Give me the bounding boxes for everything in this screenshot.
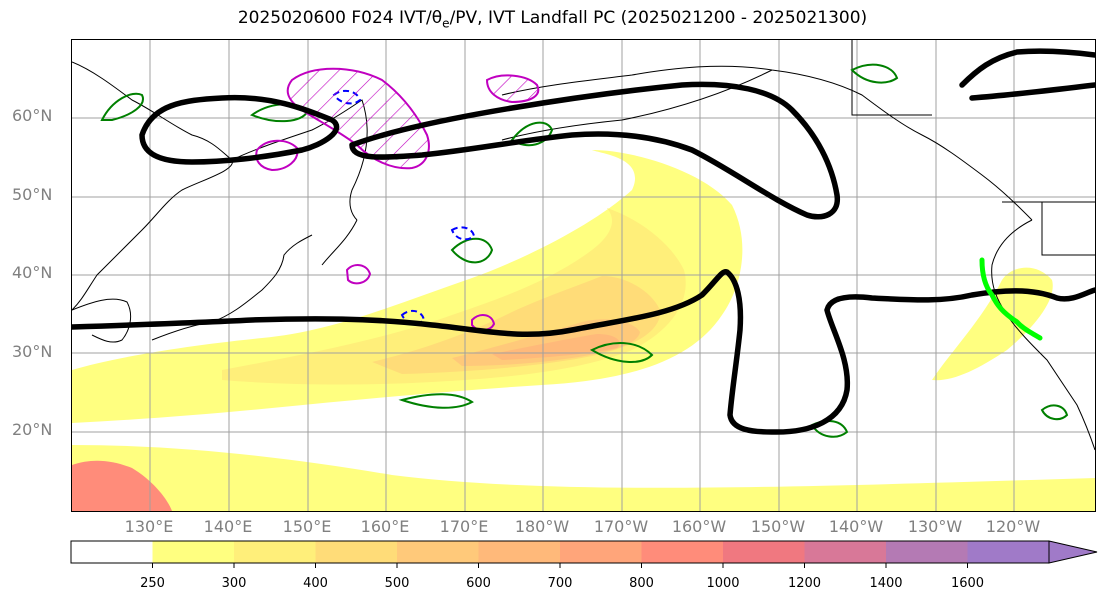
colorbar-segment <box>397 541 479 563</box>
graticule <box>72 40 1095 511</box>
anomaly-region <box>485 74 540 104</box>
colorbar-tick-marks <box>152 563 968 568</box>
colorbar-tick-label: 1000 <box>706 576 740 591</box>
title-suffix: /PV, IVT Landfall PC (2025021200 - 20250… <box>449 8 868 28</box>
colorbar-segment <box>804 541 887 563</box>
colorbar-segment <box>641 541 724 563</box>
lon-label-160e: 160°E <box>360 517 410 536</box>
aleutians <box>501 69 773 141</box>
anomaly-contours <box>255 67 540 332</box>
title-theta: θ <box>431 8 443 28</box>
colorbar-segment <box>71 541 153 563</box>
pv-contour-northeast <box>959 48 1095 88</box>
theta-e-contour <box>510 121 554 147</box>
colorbar-tick-label: 1600 <box>950 576 985 591</box>
ivt-700 <box>72 460 172 511</box>
colorbar-segment <box>152 541 235 563</box>
colorbar-segment <box>723 541 805 563</box>
colorbar-segment <box>315 541 398 563</box>
na-west-coast <box>991 219 1095 451</box>
lon-label-150w: 150°W <box>750 517 806 536</box>
ivt-250-east <box>932 267 1053 381</box>
lon-label-160w: 160°W <box>671 517 727 536</box>
lon-label-130w: 130°W <box>907 517 963 536</box>
lat-label-30n: 30°N <box>12 342 53 361</box>
lon-label-180w: 180°W <box>514 517 570 536</box>
lat-label-50n: 50°N <box>12 185 53 204</box>
lon-label-130e: 130°E <box>124 517 174 536</box>
lon-label-170w: 170°W <box>593 517 649 536</box>
colorbar-segment <box>478 541 561 563</box>
lon-label-140w: 140°W <box>828 517 884 536</box>
title-theta-subscript: e <box>442 16 450 31</box>
kurile-islands <box>321 219 358 266</box>
colorbar-tick-label: 400 <box>303 576 328 591</box>
theta-e-contour <box>450 237 494 264</box>
landfall-segment-group <box>979 257 1043 341</box>
na-border-3 <box>1041 202 1095 256</box>
korea-coast <box>72 298 132 343</box>
theta-e-contour <box>850 63 899 84</box>
landfall-segment <box>979 257 1043 341</box>
colorbar-tick-label: 600 <box>466 576 491 591</box>
pv-contour-main <box>72 269 1095 435</box>
theta-e-contour <box>100 92 144 121</box>
colorbar-tick-label: 1200 <box>787 576 822 591</box>
lat-label-20n: 20°N <box>12 420 53 439</box>
ivt-colorbar <box>70 540 1098 568</box>
colorbar-tick-label: 300 <box>221 576 247 591</box>
asia-coast <box>72 61 233 311</box>
ivt-250-south <box>72 445 1095 511</box>
theta-e-negative-contour <box>450 226 476 241</box>
theta-e-contour <box>398 393 474 409</box>
colorbar-segments <box>70 540 1098 564</box>
colorbar-segment <box>560 541 642 563</box>
theta-e-contour <box>589 342 654 363</box>
colorbar-tick-label: 800 <box>629 576 654 591</box>
colorbar-tick-label: 250 <box>140 576 165 591</box>
japan-coast <box>151 234 313 341</box>
pv-contour-north-loop <box>139 94 340 165</box>
colorbar-tick-label: 700 <box>547 576 573 591</box>
anomaly-region <box>345 264 372 285</box>
lon-label-120w: 120°W <box>985 517 1041 536</box>
coastlines <box>72 40 1095 451</box>
pv-contour-northeast-lower <box>969 82 1095 101</box>
pv-contours <box>72 48 1095 435</box>
map-panel <box>71 39 1096 512</box>
na-border-1 <box>851 40 932 116</box>
lon-label-170e: 170°E <box>439 517 489 536</box>
colorbar-segment <box>967 541 1050 563</box>
pv-contour-arctic-loop <box>349 81 840 220</box>
colorbar-tick-label: 500 <box>384 576 410 591</box>
colorbar-extend-arrow <box>1048 540 1098 564</box>
theta-e-contour <box>1040 404 1069 421</box>
colorbar-segment <box>886 541 968 563</box>
lat-label-60n: 60°N <box>12 106 53 125</box>
ivt-shading <box>72 150 1095 511</box>
colorbar-segment <box>234 541 316 563</box>
map-title: 2025020600 F024 IVT/θe/PV, IVT Landfall … <box>0 8 1105 30</box>
colorbar-tick-label: 1400 <box>869 576 903 591</box>
lon-label-150e: 150°E <box>282 517 332 536</box>
map-canvas <box>72 40 1095 511</box>
alaska-coast <box>501 65 1033 221</box>
anomaly-region <box>255 139 299 172</box>
lat-label-40n: 40°N <box>12 263 53 282</box>
title-prefix: 2025020600 F024 IVT/ <box>237 8 432 28</box>
lon-label-140e: 140°E <box>203 517 253 536</box>
